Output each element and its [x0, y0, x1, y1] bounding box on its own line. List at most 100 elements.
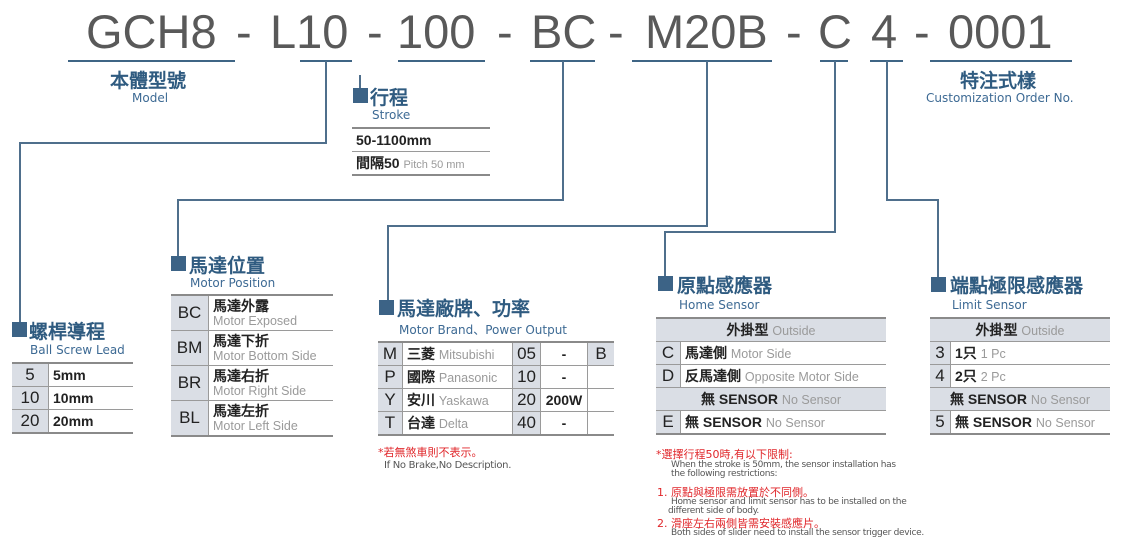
power-code: 40: [512, 411, 541, 436]
lead-code: 5: [12, 363, 49, 387]
connector: [664, 231, 836, 233]
note-1-en: different side of body.: [668, 506, 759, 516]
code-home: C: [818, 5, 852, 58]
limit-title: 端點極限感應器: [950, 275, 1084, 297]
connector: [886, 61, 888, 201]
note-title: *選擇行程50時,有以下限制:: [656, 448, 793, 461]
none-en: No Sensor: [781, 393, 841, 407]
connector: [325, 61, 327, 144]
limit-zh: 2只: [955, 368, 977, 384]
home-code: E: [656, 410, 681, 435]
home-code: D: [656, 364, 681, 388]
brand-en: Panasonic: [438, 371, 498, 385]
connector: [387, 225, 389, 303]
connector: [562, 61, 564, 201]
note-title-en: the following restrictions:: [671, 469, 778, 479]
brand-zh: 台達: [407, 415, 435, 431]
stroke-pitch: 間隔50 Pitch 50 mm: [352, 151, 490, 176]
empty-cell: [587, 388, 614, 412]
brand-title-en: Motor Brand、Power Output: [399, 323, 568, 337]
code-dash: -: [914, 5, 930, 58]
model-label: 本體型號: [110, 70, 187, 92]
connector: [664, 231, 666, 279]
code-dash: -: [786, 5, 802, 58]
stroke-range: 50-1100mm: [352, 128, 490, 152]
section-marker: [658, 276, 673, 291]
brand-table: M 三菱 Mitsubishi 05- B P 國際 Panasonic 10- Y 安川 …: [378, 341, 614, 436]
code-position: BC: [531, 5, 597, 58]
power-watt: 200W: [540, 388, 588, 412]
none-zh: 無 SENSOR: [950, 391, 1028, 407]
outside-zh: 外掛型: [726, 322, 769, 338]
home-code: C: [656, 341, 681, 365]
empty-cell: [587, 411, 614, 436]
power-code: 10: [512, 365, 541, 389]
position-zh: 馬達右折: [213, 367, 269, 384]
position-title: 馬達位置: [189, 255, 266, 277]
outside-zh: 外掛型: [975, 322, 1018, 338]
brand-en: Mitsubishi: [438, 348, 495, 362]
connector: [177, 199, 179, 259]
limit-title-en: Limit Sensor: [952, 298, 1027, 312]
position-table: BC 馬達外露 Motor Exposed BM 馬達下折 Motor Bottom S…: [171, 294, 333, 437]
home-title: 原點感應器: [677, 275, 773, 297]
code-lead: L10: [270, 5, 349, 58]
home-title-en: Home Sensor: [679, 298, 760, 312]
limit-code: 4: [930, 364, 951, 388]
connector: [834, 61, 836, 233]
position-zh: 馬達下折: [213, 332, 269, 349]
outside-en: Outside: [1021, 324, 1065, 338]
section-marker: [171, 256, 186, 271]
connector: [937, 199, 939, 279]
limit-en: 2 Pc: [980, 370, 1006, 384]
home-en: Motor Side: [730, 347, 792, 361]
limit-en: No Sensor: [1035, 416, 1095, 430]
underline: [68, 60, 235, 62]
lead-code: 10: [12, 386, 49, 410]
brake-code: B: [587, 342, 614, 366]
brand-code: P: [378, 365, 403, 389]
home-zh: 馬達側: [685, 345, 727, 361]
lead-title: 螺桿導程: [29, 321, 106, 343]
power-code: 20: [512, 388, 541, 412]
connector: [387, 225, 708, 227]
model-label-en: Model: [132, 91, 169, 105]
position-en: Motor Bottom Side: [213, 348, 317, 363]
custom-label-en: Customization Order No.: [926, 91, 1074, 105]
limit-code: 3: [930, 341, 951, 365]
position-en: Motor Exposed: [213, 313, 298, 328]
code-limit: 4: [871, 5, 898, 58]
brand-zh: 安川: [407, 392, 435, 408]
position-zh: 馬達左折: [213, 402, 269, 419]
power-watt: -: [540, 411, 588, 436]
position-code: BL: [171, 400, 209, 437]
stroke-title: 行程: [370, 87, 409, 109]
code-custom: 0001: [948, 5, 1053, 58]
note-title-en: When the stroke is 50mm, the sensor inst…: [671, 460, 896, 470]
position-code: BR: [171, 365, 209, 401]
empty-cell: [587, 365, 614, 389]
section-marker: [12, 322, 27, 337]
underline: [632, 60, 772, 62]
limit-zh: 1只: [955, 345, 977, 361]
connector: [886, 199, 939, 201]
code-stroke: 100: [397, 5, 476, 58]
brake-note-en: If No Brake,No Description.: [384, 460, 512, 471]
lead-table: 5 5mm 10 10mm 20 20mm: [12, 362, 133, 434]
code-brand: M20B: [645, 5, 768, 58]
home-zh: 無 SENSOR: [685, 414, 763, 430]
brand-code: M: [378, 342, 403, 366]
power-watt: -: [540, 365, 588, 389]
code-dash: -: [497, 5, 513, 58]
limit-zh: 無 SENSOR: [955, 414, 1033, 430]
code-dash: -: [367, 5, 383, 58]
brake-note: *若無煞車則不表示。: [378, 446, 483, 459]
lead-code: 20: [12, 409, 49, 434]
brand-zh: 三菱: [407, 346, 435, 362]
brand-en: Yaskawa: [438, 394, 489, 408]
limit-code: 5: [930, 410, 951, 435]
position-title-en: Motor Position: [190, 276, 276, 290]
note-2: 2. 滑座左右兩側皆需安裝感應片。: [657, 517, 825, 530]
lead-value: 20mm: [48, 409, 133, 434]
limit-table: 外掛型 Outside 3 1只 1 Pc 4 2只 2 Pc 無 SENSOR N…: [930, 317, 1110, 435]
